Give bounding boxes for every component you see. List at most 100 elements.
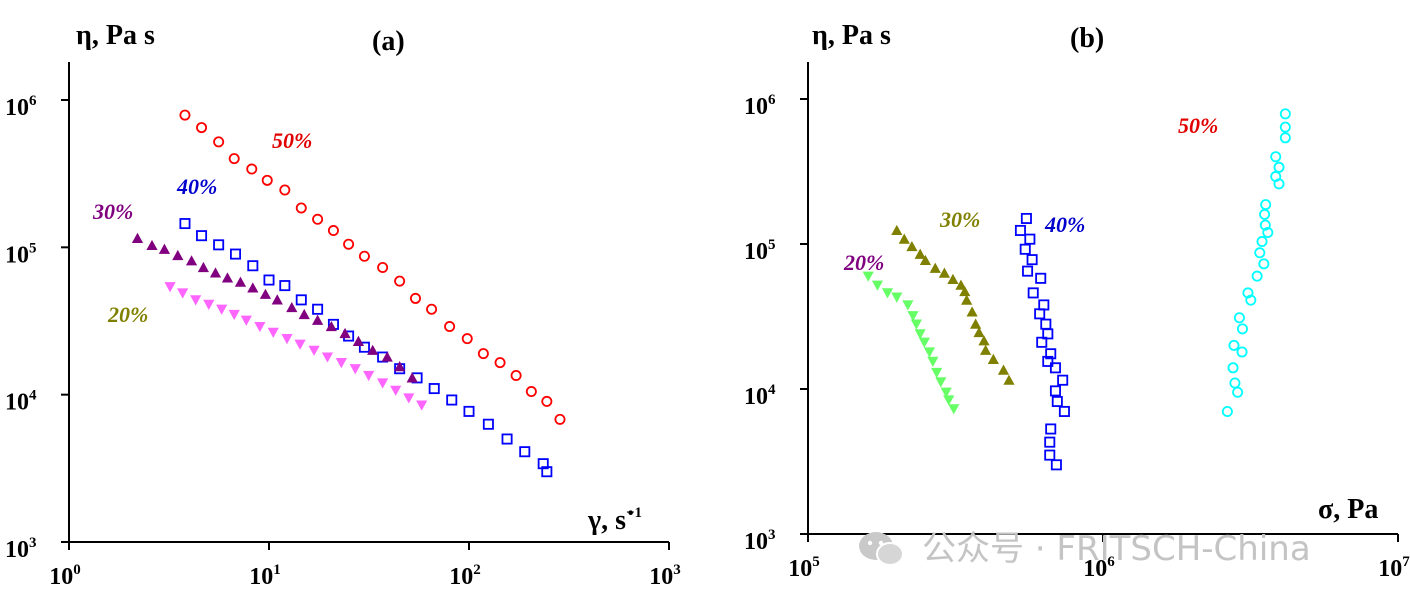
series-b-30pct (891, 224, 1015, 385)
series-a-30pct (131, 232, 418, 383)
point-a-30pct-2 (158, 243, 171, 254)
point-a-50pct-6 (279, 184, 291, 196)
point-b-50pct-16 (1259, 208, 1271, 220)
point-b-30pct-1 (997, 364, 1010, 375)
point-a-40pct-15 (428, 383, 440, 395)
point-b-50pct-22 (1279, 132, 1291, 144)
point-b-20pct-2 (881, 288, 894, 299)
point-a-50pct-22 (541, 395, 553, 407)
point-a-20pct-12 (321, 352, 334, 363)
series-a-20pct (164, 282, 428, 411)
point-b-30pct-10 (955, 279, 967, 290)
point-b-40pct-10 (1045, 348, 1057, 360)
point-b-50pct-3 (1227, 362, 1239, 374)
y-tick-label-b-0: 103 (744, 527, 776, 555)
point-a-50pct-3 (228, 153, 240, 165)
point-a-40pct-17 (463, 405, 475, 417)
point-b-20pct-4 (902, 300, 914, 311)
series-label-b-0: 50% (1178, 113, 1218, 138)
y-tick-label-a-2: 105 (5, 240, 37, 268)
point-b-40pct-18 (1022, 265, 1034, 277)
point-a-40pct-8 (312, 303, 324, 315)
point-b-20pct-9 (923, 347, 936, 358)
point-b-30pct-2 (987, 353, 999, 365)
point-a-30pct-4 (185, 255, 198, 266)
series-a-40pct (179, 218, 553, 478)
point-b-30pct-14 (919, 254, 931, 266)
point-a-20pct-2 (190, 295, 202, 306)
point-a-20pct-19 (416, 400, 428, 411)
point-b-40pct-8 (1049, 362, 1061, 374)
point-a-50pct-14 (409, 292, 421, 304)
point-a-20pct-8 (267, 327, 279, 338)
y-axis-title-b: η, Pa s (812, 20, 891, 51)
series-a-50pct (179, 109, 566, 425)
axes-a: 100 101 102 103 103 104 105 106 (5, 62, 681, 590)
chart-panel-b: η, Pa s (b) 105 106 107 103 104 105 106 50% 40%… (744, 20, 1410, 582)
series-b-20pct (862, 271, 960, 415)
x-tick-label-a-0: 100 (49, 562, 81, 590)
axes-b: 105 106 107 103 104 105 106 (744, 62, 1410, 582)
y-tick-label-b-3: 106 (744, 92, 776, 120)
point-b-50pct-21 (1270, 151, 1282, 163)
point-a-20pct-5 (228, 309, 240, 321)
x-tick-label-a-3: 103 (649, 562, 681, 590)
point-b-20pct-15 (948, 404, 960, 415)
point-a-20pct-14 (349, 364, 361, 375)
y-axis-title-a: η, Pa s (76, 20, 155, 51)
watermark-text: 公众号 · FRITSCH-China (922, 529, 1311, 569)
point-b-30pct-13 (929, 262, 941, 273)
x-axis-title-dot-a: · (626, 498, 635, 529)
point-a-30pct-5 (197, 261, 210, 273)
point-b-20pct-6 (910, 319, 922, 330)
x-tick-label-b-1: 106 (1083, 554, 1115, 582)
point-b-50pct-8 (1245, 294, 1257, 306)
point-a-40pct-5 (263, 274, 275, 286)
point-a-50pct-8 (312, 213, 324, 225)
point-b-50pct-11 (1258, 258, 1270, 270)
point-b-30pct-18 (891, 224, 903, 236)
point-b-50pct-24 (1279, 108, 1291, 120)
point-b-50pct-15 (1259, 219, 1271, 231)
point-b-50pct-12 (1254, 247, 1266, 259)
x-tick-label-b-0: 105 (788, 554, 820, 582)
point-a-50pct-19 (494, 357, 506, 369)
series-label-a-3: 20% (107, 302, 148, 327)
point-a-50pct-23 (554, 413, 566, 425)
point-a-40pct-2 (213, 239, 225, 251)
series-label-a-0: 50% (272, 128, 312, 153)
point-a-50pct-13 (394, 275, 406, 287)
point-b-40pct-21 (1024, 233, 1036, 245)
wechat-icon (859, 532, 904, 566)
series-b-40pct (1014, 212, 1070, 471)
point-a-30pct-21 (406, 372, 418, 383)
point-a-40pct-20 (519, 446, 531, 458)
point-a-40pct-0 (179, 218, 191, 230)
point-a-30pct-19 (381, 351, 393, 362)
data-marks-b (862, 108, 1291, 471)
point-a-50pct-2 (213, 136, 225, 148)
point-a-30pct-10 (259, 288, 272, 299)
point-a-30pct-11 (271, 294, 283, 305)
point-b-50pct-1 (1232, 386, 1244, 398)
point-b-30pct-17 (898, 233, 910, 244)
point-a-40pct-3 (230, 248, 242, 260)
point-b-40pct-6 (1049, 385, 1061, 397)
point-a-20pct-15 (363, 370, 375, 382)
point-b-30pct-5 (973, 326, 985, 338)
point-a-50pct-9 (327, 225, 339, 237)
point-a-50pct-0 (179, 109, 191, 121)
point-b-30pct-9 (959, 285, 971, 297)
y-tick-label-a-1: 104 (5, 388, 37, 416)
point-a-20pct-18 (403, 393, 415, 404)
point-b-50pct-14 (1262, 227, 1274, 239)
point-a-20pct-17 (390, 385, 402, 396)
x-axis-title-a: · γ, s−1 (587, 498, 642, 536)
point-b-20pct-12 (935, 377, 947, 388)
point-b-40pct-14 (1034, 308, 1046, 320)
point-a-20pct-7 (254, 321, 266, 333)
point-a-40pct-4 (247, 260, 259, 272)
point-b-50pct-23 (1279, 121, 1291, 133)
point-a-20pct-11 (308, 345, 320, 356)
point-b-40pct-4 (1058, 405, 1070, 417)
